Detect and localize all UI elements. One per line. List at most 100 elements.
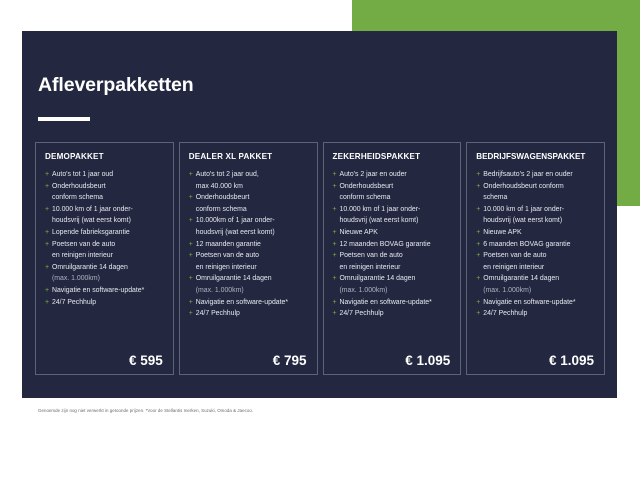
feature-item: +6 maanden BOVAG garantie [476, 239, 596, 251]
plus-bullet-icon: + [332, 182, 337, 190]
plus-bullet-icon: + [476, 310, 481, 318]
feature-label: Poetsen van de auto en reinigen interieu… [339, 252, 403, 271]
feature-item: (max. 1.000km) [189, 285, 309, 297]
feature-item: +12 maanden BOVAG garantie [333, 239, 453, 251]
feature-label: 10.000km of 1 jaar onder- houdsvrij (wat… [195, 217, 275, 236]
plus-bullet-icon: + [45, 263, 50, 271]
plus-bullet-icon: + [188, 310, 193, 318]
plus-bullet-icon: + [45, 286, 50, 294]
feature-item: +24/7 Pechhulp [476, 308, 596, 320]
plus-bullet-icon: + [332, 298, 337, 306]
plus-bullet-icon: + [332, 228, 337, 236]
feature-item: (max. 1.000km) [45, 273, 165, 285]
feature-item: + Nieuwe APK [476, 227, 596, 239]
feature-label: Auto's 2 jaar en ouder [339, 171, 407, 178]
feature-item: +12 maanden garantie [189, 239, 309, 251]
plus-bullet-icon: + [45, 240, 50, 248]
feature-item: (max. 1.000km) [476, 285, 596, 297]
plus-bullet-icon: + [188, 240, 193, 248]
feature-label: Omruilgarantie 14 dagen [483, 275, 560, 283]
feature-label: Bedrijfsauto's 2 jaar en ouder [483, 171, 573, 178]
package-card-zekerheidspakket[interactable]: ZEKERHEIDSPAKKET + Auto's 2 jaar en ouder +… [322, 142, 462, 375]
plus-bullet-icon: + [476, 171, 481, 178]
footnote-text: Genoemde zijn nog niet verwerkt in getoo… [38, 408, 254, 413]
feature-label: (max. 1.000km) [195, 286, 244, 294]
feature-item: + Poetsen van de auto en reinigen interie… [45, 239, 165, 262]
feature-label: 12 maanden BOVAG garantie [339, 240, 431, 248]
plus-bullet-icon: + [476, 182, 481, 190]
plus-bullet-icon: + [332, 275, 337, 283]
plus-bullet-icon: + [476, 298, 481, 306]
feature-label: Nieuwe APK [483, 228, 522, 236]
feature-item: + Omruilgarantie 14 dagen [476, 273, 596, 285]
feature-label: Poetsen van de auto en reinigen interieu… [483, 252, 547, 271]
feature-item: + Onderhoudsbeurt conform schema [45, 181, 165, 204]
feature-item: + Auto's tot 2 jaar oud, max 40.000 km [189, 169, 309, 192]
package-card-dealer-xl-pakket[interactable]: DEALER XL PAKKET + Auto's tot 2 jaar oud, … [178, 142, 318, 375]
package-feature-list: + Auto's 2 jaar en ouder + Onderhoudsbeurt … [333, 169, 453, 347]
package-title: ZEKERHEIDSPAKKET [332, 152, 421, 161]
title-underline-rule [38, 117, 90, 121]
feature-label: Onderhoudsbeurt conform schema [195, 194, 250, 213]
feature-label: (max. 1.000km) [52, 275, 100, 283]
feature-item: + Poetsen van de auto en reinigen interie… [333, 250, 453, 273]
package-feature-list: + Auto's tot 2 jaar oud, max 40.000 km + On… [189, 169, 309, 347]
feature-label: Onderhoudsbeurt conform schema [339, 182, 394, 202]
feature-label: Auto's tot 2 jaar oud, max 40.000 km [195, 171, 259, 190]
plus-bullet-icon: + [476, 240, 481, 248]
feature-item: +10.000 km of 1 jaar onder- houdsvrij (w… [476, 204, 596, 227]
feature-item: + Omruilgarantie 14 dagen [189, 273, 309, 285]
feature-item: (max. 1.000km) [333, 285, 453, 297]
package-price: € 795 [272, 353, 307, 368]
package-card-row: DEMOPAKKET + Auto's tot 1 jaar oud + Onderho… [35, 142, 605, 375]
plus-bullet-icon: + [476, 228, 481, 236]
plus-bullet-icon: + [332, 252, 337, 260]
feature-label: 6 maanden BOVAG garantie [483, 240, 571, 248]
feature-item: + Nieuwe APK [333, 227, 453, 239]
feature-label: Omruilgarantie 14 dagen [339, 275, 416, 283]
feature-item: + Navigatie en software-update* [333, 297, 453, 309]
feature-label: Navigatie en software-update* [339, 298, 432, 306]
feature-item: + Onderhoudsbeurt conform schema [333, 181, 453, 204]
package-price: € 1.095 [548, 353, 594, 368]
plus-bullet-icon: + [45, 171, 50, 178]
feature-label: Poetsen van de auto en reinigen interieu… [52, 240, 116, 260]
feature-label: 12 maanden garantie [195, 240, 261, 248]
feature-item: + Omruilgarantie 14 dagen [45, 262, 165, 274]
plus-bullet-icon: + [476, 205, 481, 213]
feature-item: + Poetsen van de auto en reinigen interie… [189, 250, 309, 273]
feature-label: Omruilgarantie 14 dagen [52, 263, 128, 271]
feature-label: 10.000 km of 1 jaar onder- houdsvrij (wa… [483, 205, 565, 225]
plus-bullet-icon: + [332, 310, 337, 318]
plus-bullet-icon: + [188, 194, 193, 202]
package-price: € 1.095 [405, 353, 451, 368]
feature-item: +24/7 Pechhulp [189, 308, 309, 320]
plus-bullet-icon: + [45, 228, 50, 236]
feature-item: + Auto's tot 1 jaar oud [45, 169, 165, 181]
feature-label: Navigatie en software-update* [195, 298, 289, 306]
feature-item: + Onderhoudsbeurt conform schema [476, 181, 596, 204]
feature-label: Onderhoudsbeurt conform schema [483, 182, 564, 202]
feature-item: + Omruilgarantie 14 dagen [333, 273, 453, 285]
feature-label: Nieuwe APK [339, 228, 378, 236]
feature-label: 24/7 Pechhulp [195, 310, 240, 318]
feature-label: Navigatie en software-update* [483, 298, 576, 306]
package-card-bedrijfswagenspakket[interactable]: BEDRIJFSWAGENSPAKKET + Bedrijfsauto's 2 ja… [466, 142, 605, 375]
feature-label: 10.000 km of 1 jaar onder- houdsvrij (wa… [52, 205, 133, 225]
feature-item: +10.000 km of 1 jaar onder- houdsvrij (w… [45, 204, 165, 227]
feature-label: Lopende fabrieksgarantie [52, 228, 130, 236]
feature-item: +10.000 km of 1 jaar onder- houdsvrij (w… [333, 204, 453, 227]
pricing-panel [22, 31, 617, 398]
plus-bullet-icon: + [45, 205, 50, 213]
plus-bullet-icon: + [332, 171, 337, 178]
feature-label: 24/7 Pechhulp [483, 310, 528, 318]
plus-bullet-icon: + [45, 182, 50, 190]
package-card-demopakket[interactable]: DEMOPAKKET + Auto's tot 1 jaar oud + Onderho… [35, 142, 174, 375]
plus-bullet-icon: + [188, 275, 193, 283]
feature-label: Onderhoudsbeurt conform schema [52, 182, 106, 202]
feature-label: (max. 1.000km) [339, 286, 388, 294]
feature-label: Poetsen van de auto en reinigen interieu… [195, 252, 259, 271]
feature-item: +10.000km of 1 jaar onder- houdsvrij (wa… [189, 215, 309, 238]
package-feature-list: + Auto's tot 1 jaar oud + Onderhoudsbeurt c… [45, 169, 165, 347]
plus-bullet-icon: + [188, 171, 193, 178]
